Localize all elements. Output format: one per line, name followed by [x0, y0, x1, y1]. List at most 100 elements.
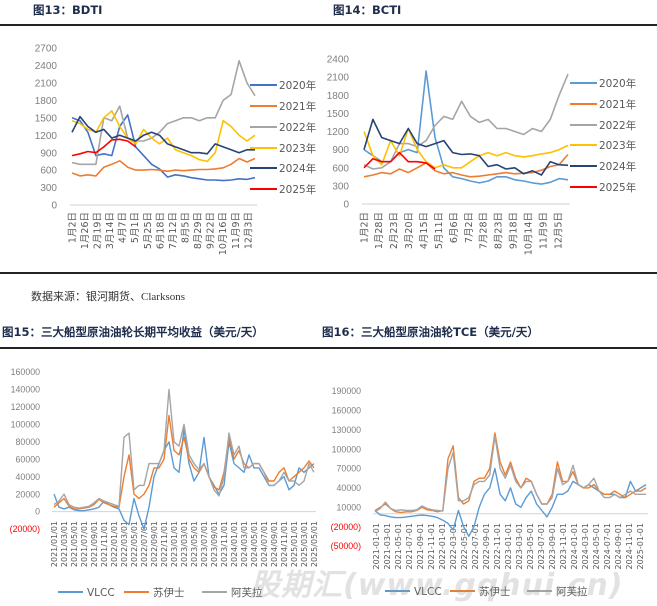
series-line-1	[71, 157, 256, 177]
series-line-0	[363, 70, 569, 185]
series-line-5	[363, 151, 436, 170]
figure-divider	[0, 347, 657, 349]
header-divider	[0, 24, 657, 26]
y-tick-label: 300	[40, 183, 57, 194]
x-tick-label: 2024-01-01	[570, 523, 579, 570]
x-tick-label: 5月25日	[143, 212, 154, 249]
series-line-0	[71, 114, 256, 182]
x-tick-label: 2022/09/01	[150, 521, 159, 567]
x-tick-label: 2023-07-01	[537, 523, 546, 570]
long_term_earnings-chart: (20000) 0 20000 40000 60000 80000 100000 120000…	[10, 367, 319, 599]
x-tick-label: 2022-09-01	[482, 523, 491, 570]
legend-label: 2022年	[279, 121, 316, 134]
x-tick-label: 2022/07/01	[140, 521, 149, 567]
x-tick-label: 4月7日	[118, 212, 129, 243]
x-tick-label: 12月3日	[243, 212, 254, 249]
x-tick-label: 11月9日	[538, 212, 549, 249]
x-tick-label: 2022-01-01	[438, 523, 447, 570]
legend-label: 苏伊士	[479, 585, 511, 598]
x-tick-label: 8月5日	[180, 212, 191, 243]
x-tick-label: 2023-03-01	[515, 523, 524, 570]
x-tick-label: 2024-07-01	[603, 523, 612, 570]
x-tick-label: 2024/01/01	[230, 521, 239, 567]
legend-label: 2025年	[279, 183, 316, 196]
y-tick-label: 60000	[16, 454, 41, 464]
y-tick-label: 600	[40, 166, 57, 177]
series-line-4	[363, 118, 569, 176]
x-tick-label: 7月2日	[464, 212, 475, 243]
y-tick-label: 100000	[332, 444, 361, 454]
y-tick-label: 0	[51, 201, 57, 212]
y-tick-label: 40000	[16, 472, 41, 482]
y-tick-label: 2400	[327, 55, 350, 66]
y-tick-label: 160000	[11, 367, 40, 377]
data-source-note: 数据来源：银河期货、Clarksons	[31, 291, 185, 303]
legend-label: 阿芙拉	[556, 585, 588, 598]
x-tick-label: 2023/03/01	[180, 521, 189, 567]
legend-label: VLCC	[87, 587, 115, 599]
figure-13-title: 图13：BDTI	[33, 3, 103, 17]
y-tick-label: 190000	[332, 386, 361, 396]
x-tick-label: 2024/03/01	[240, 521, 249, 567]
series-line-4	[71, 115, 255, 155]
section-divider	[0, 272, 657, 274]
x-tick-label: 2023/05/01	[190, 521, 199, 567]
x-tick-label: 1月2日	[359, 212, 370, 243]
x-tick-label: 2024/09/01	[270, 521, 279, 567]
x-tick-label: 8月29日	[193, 212, 204, 249]
x-tick-label: 2025/05/01	[310, 521, 319, 567]
legend-label: 2020年	[279, 79, 316, 92]
figure-14-title: 图14：BCTI	[333, 3, 402, 17]
series-line-5	[71, 138, 137, 157]
x-tick-label: 2021-05-01	[394, 523, 403, 570]
x-tick-label: 2023/11/01	[220, 521, 229, 567]
x-tick-label: 2024/11/01	[280, 521, 289, 567]
y-tick-label: 2100	[327, 73, 350, 84]
x-tick-label: 1月2日	[67, 212, 78, 243]
x-tick-label: 2022/01/01	[110, 521, 119, 567]
x-tick-label: 7月12日	[168, 212, 179, 249]
y-tick-label: 1800	[35, 96, 58, 107]
y-tick-label: 1200	[35, 131, 58, 142]
x-tick-label: 3月14日	[105, 212, 116, 249]
x-tick-label: 5月11日	[434, 212, 445, 249]
x-tick-label: 10月14日	[523, 212, 534, 255]
y-tick-label: 0	[35, 507, 40, 517]
x-tick-label: 2021-07-01	[405, 523, 414, 570]
y-tick-label: 1500	[327, 109, 350, 120]
legend-label: 2024年	[599, 160, 636, 173]
figure-16-title: 图16：三大船型原油油轮TCE（美元/天）	[322, 325, 539, 339]
tce-chart: (50000) (20000) 10000 40000 70000 100000 13000…	[331, 386, 648, 598]
x-tick-label: 2023/07/01	[200, 521, 209, 567]
x-tick-label: 5月1日	[130, 212, 141, 243]
x-tick-label: 6月18日	[155, 212, 166, 249]
legend-label: 2021年	[279, 100, 316, 113]
legend-label: 阿芙拉	[231, 586, 263, 599]
legend-label: 2020年	[599, 77, 636, 90]
x-tick-label: 11月9日	[231, 212, 242, 249]
y-tick-label: 80000	[16, 437, 41, 447]
y-tick-label: 900	[332, 145, 349, 156]
x-tick-label: 2025-01-01	[636, 523, 645, 570]
x-tick-label: 2021/11/01	[100, 521, 109, 567]
x-tick-label: 9月22日	[206, 212, 217, 249]
x-tick-label: 2021-11-01	[427, 523, 436, 570]
y-tick-label: 120000	[11, 402, 40, 412]
y-tick-label: 20000	[16, 489, 41, 499]
x-tick-label: 2024-03-01	[581, 523, 590, 570]
x-tick-label: 2月23日	[389, 212, 400, 249]
x-tick-label: 2024-09-01	[614, 523, 623, 570]
y-tick-label: 2100	[35, 78, 58, 89]
x-tick-label: 2025/01/01	[290, 521, 299, 567]
x-tick-label: 2021/03/01	[60, 521, 69, 567]
series-line-3	[71, 110, 256, 163]
x-tick-label: 7月28日	[479, 212, 490, 249]
legend-label: 2025年	[599, 181, 636, 194]
bcti-chart: 0 300 600 900 1200 1500 1800 2100 2400 1月2日 1月28日 2…	[327, 55, 636, 256]
y-tick-label: 300	[332, 181, 349, 192]
y-tick-label: 130000	[332, 425, 361, 435]
x-tick-label: 1月28日	[374, 212, 385, 249]
series-line-2	[363, 73, 569, 170]
x-tick-label: 2022-03-01	[449, 523, 458, 570]
